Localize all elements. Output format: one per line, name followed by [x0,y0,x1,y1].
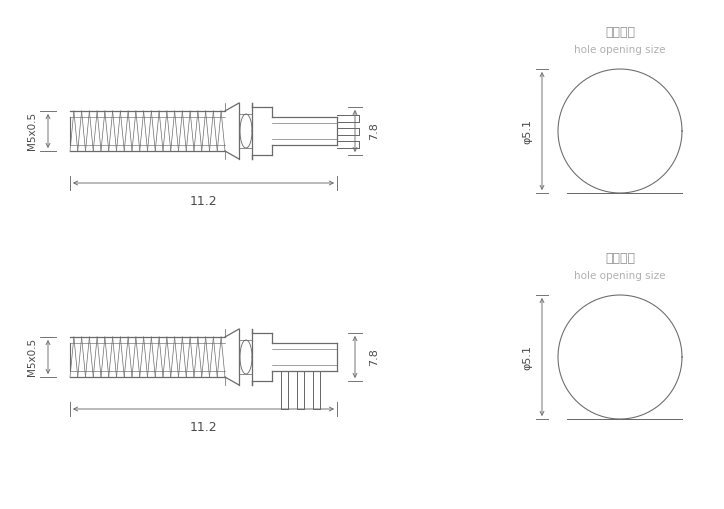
Text: M5x0.5: M5x0.5 [27,338,37,376]
Text: hole opening size: hole opening size [574,271,666,281]
Text: 11.2: 11.2 [190,421,217,434]
Text: 7.8: 7.8 [369,348,379,366]
Text: 11.2: 11.2 [190,195,217,208]
Text: 开孔尺寸: 开孔尺寸 [605,252,635,265]
Text: M5x0.5: M5x0.5 [27,112,37,150]
Text: φ5.1: φ5.1 [522,119,532,144]
Text: hole opening size: hole opening size [574,45,666,55]
Text: 开孔尺寸: 开孔尺寸 [605,26,635,39]
Text: φ5.1: φ5.1 [522,345,532,370]
Text: 7.8: 7.8 [369,122,379,140]
